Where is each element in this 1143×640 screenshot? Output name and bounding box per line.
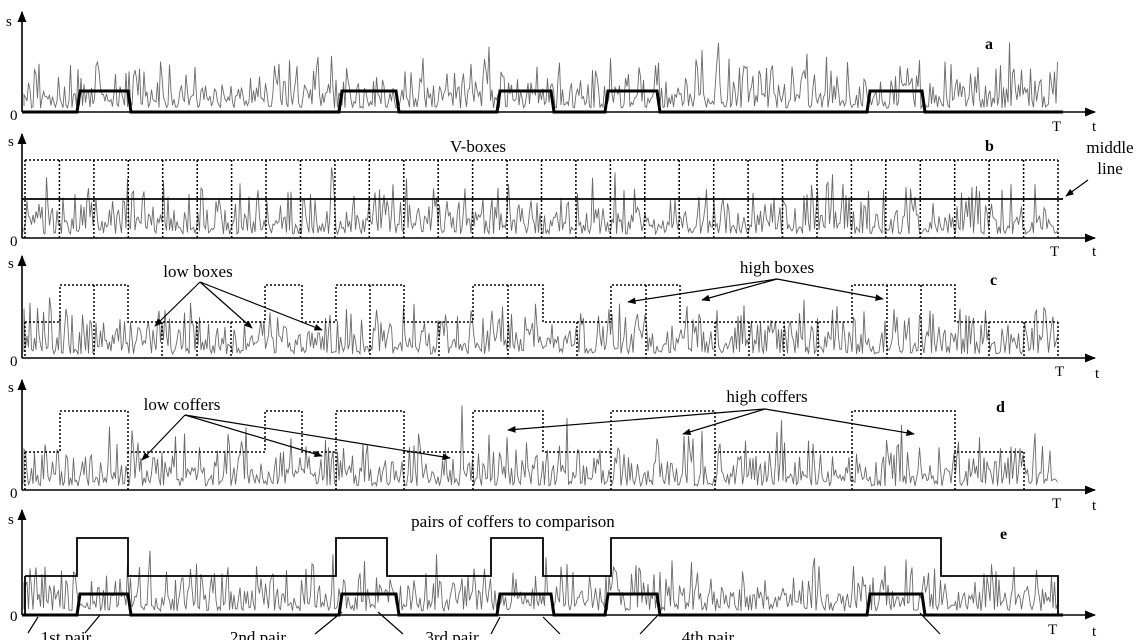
noise-trace: [23, 550, 1058, 613]
middle-line-label-2: line: [1097, 159, 1123, 178]
origin-label-a: 0: [10, 108, 18, 124]
panel-e: s 0 T t e pairs of coffers to comparison…: [8, 508, 1097, 640]
middle-line-arrow: [1065, 179, 1089, 197]
x-axis-label-b: t: [1092, 244, 1097, 260]
panel-letter-e: e: [1000, 526, 1007, 543]
noise-trace: [23, 405, 1058, 488]
pair-2-label: 2nd pair: [230, 628, 287, 640]
pulse-train-e: [22, 592, 1063, 617]
low-boxes-label: low boxes: [163, 262, 232, 281]
y-axis-label-a: s: [6, 14, 12, 30]
low-coffers-arrows: [141, 414, 451, 461]
low-boxes-arrows: [154, 281, 323, 331]
panel-letter-d: d: [996, 399, 1005, 416]
origin-label-d: 0: [10, 486, 18, 502]
high-coffers-arrows: [507, 408, 915, 437]
y-axis-label-d: s: [8, 380, 14, 396]
panel-letter-b: b: [985, 138, 994, 155]
middle-line-label-1: middle: [1086, 138, 1133, 157]
low-coffers-label: low coffers: [144, 395, 221, 414]
high-boxes-label: high boxes: [740, 258, 814, 277]
end-label-e: T: [1048, 622, 1057, 638]
x-axis-label-a: t: [1092, 119, 1097, 135]
x-axis-label-e: t: [1092, 624, 1097, 640]
v-boxes-label: V-boxes: [450, 137, 506, 156]
y-axis-label-b: s: [8, 134, 14, 150]
pair-4-label: 4th pair: [682, 628, 735, 640]
origin-label-b: 0: [10, 234, 18, 250]
x-axis-label-d: t: [1092, 498, 1097, 514]
pair-3-label: 3rd pair: [425, 628, 479, 640]
panel-letter-c: c: [990, 272, 997, 289]
pair-callout-lines: [27, 611, 941, 635]
box-dividers-c: [24, 285, 1059, 358]
end-label-d: T: [1052, 496, 1061, 512]
high-boxes-arrows: [627, 278, 884, 305]
origin-label-e: 0: [10, 609, 18, 625]
panel-letter-a: a: [985, 36, 993, 53]
pairs-comparison-label: pairs of coffers to comparison: [411, 512, 615, 531]
coffer-pairs-outline-e: [25, 537, 1059, 615]
high-coffers-label: high coffers: [726, 387, 807, 406]
pair-1-label: 1st pair: [41, 628, 92, 640]
v-boxes: [24, 159, 1059, 238]
noise-signal-d: [23, 405, 1058, 488]
noise-trace: [23, 297, 1058, 356]
end-label-c: T: [1055, 364, 1064, 380]
box-outline-c: [25, 284, 1058, 323]
panel-d: s 0 T t d low coffers high coffers: [8, 378, 1097, 514]
y-axis-label-e: s: [8, 512, 14, 528]
end-label-b: T: [1050, 244, 1059, 260]
noise-trace: [23, 42, 1058, 110]
noise-signal-a: [23, 42, 1058, 110]
noise-signal-e: [23, 550, 1058, 613]
noise-trace: [23, 167, 1058, 236]
end-label-a: T: [1052, 119, 1061, 135]
y-axis-label-c: s: [8, 256, 14, 272]
noise-signal-b: [23, 167, 1058, 236]
origin-label-c: 0: [10, 354, 18, 370]
x-axis-label-c: t: [1095, 366, 1100, 382]
noise-signal-c: [23, 297, 1058, 356]
panel-a: s 0 T t a: [6, 10, 1097, 135]
panel-c: s 0 T t c low boxes high boxes: [8, 254, 1100, 382]
panel-b: s 0 T t b V-boxes middle line: [8, 132, 1134, 260]
pulse-train-a: [22, 89, 1063, 114]
